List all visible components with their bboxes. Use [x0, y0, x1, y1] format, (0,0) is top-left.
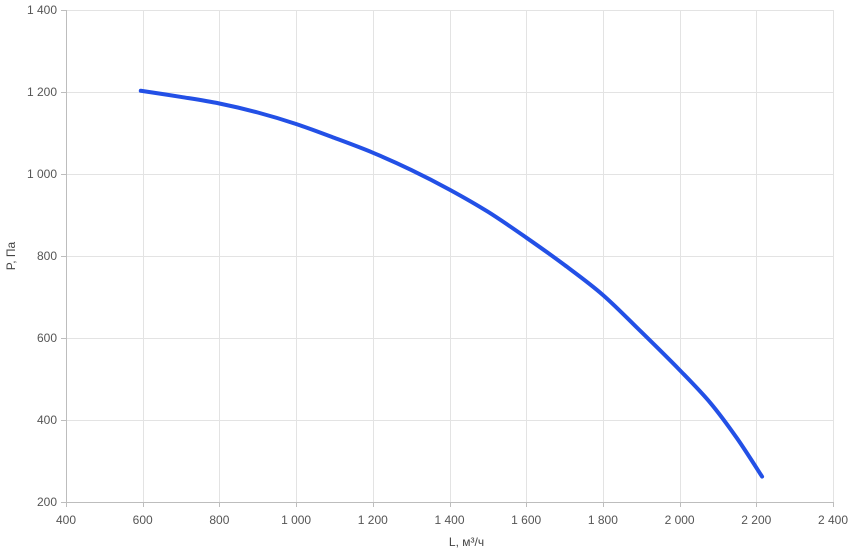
x-tick-label: 2 000 [665, 513, 695, 527]
series-line [138, 88, 765, 479]
y-tick-label: 1 000 [27, 167, 57, 181]
x-tick-label: 1 000 [281, 513, 311, 527]
x-tick-label: 600 [133, 513, 153, 527]
y-tick-label: 1 200 [27, 85, 57, 99]
x-tick-label: 1 400 [434, 513, 464, 527]
y-tick-labels: 200 400 600 800 1 000 1 200 1 400 [27, 3, 57, 509]
y-axis-title: P, Па [4, 241, 18, 270]
x-axis-title: L, м³/ч [449, 535, 484, 549]
x-tick-label: 1 200 [358, 513, 388, 527]
grid [66, 10, 834, 503]
y-tick-label: 200 [37, 495, 57, 509]
x-tick-label: 1 800 [588, 513, 618, 527]
y-tick-label: 400 [37, 413, 57, 427]
x-tick-label: 1 600 [511, 513, 541, 527]
axes [61, 10, 834, 507]
y-tick-label: 800 [37, 249, 57, 263]
x-tick-label: 800 [209, 513, 229, 527]
x-tick-labels: 400 600 800 1 000 1 200 1 400 1 600 1 800 2 000 2… [56, 513, 848, 527]
y-tick-label: 600 [37, 331, 57, 345]
x-tick-label: 2 200 [741, 513, 771, 527]
series-group [138, 88, 765, 479]
x-tick-label: 2 400 [818, 513, 848, 527]
y-tick-label: 1 400 [27, 3, 57, 17]
x-tick-label: 400 [56, 513, 76, 527]
